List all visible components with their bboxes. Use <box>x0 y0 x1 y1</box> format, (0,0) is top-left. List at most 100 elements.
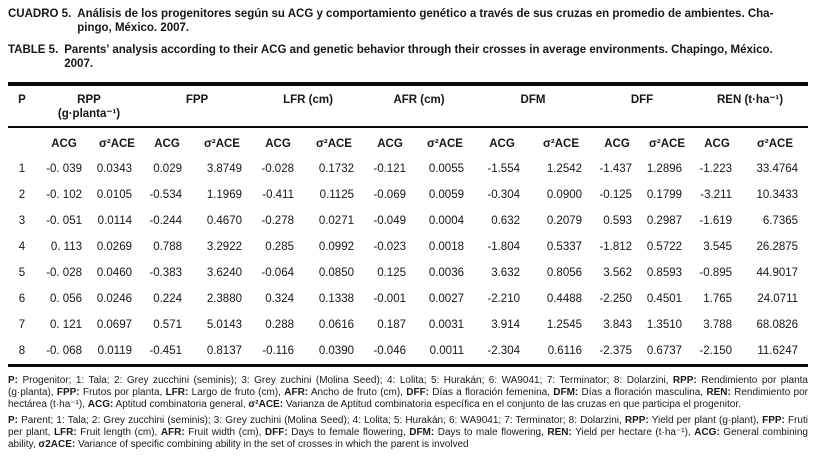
footnote-spanish: P: Progenitor; 1: Tala; 2: Grey zucchini… <box>8 375 808 410</box>
value-cell: -0.411 <box>262 189 294 201</box>
value-cell: -0.046 <box>373 345 406 357</box>
value-cell: -0.895 <box>699 267 733 279</box>
caption-spanish: CUADRO 5. Análisis de los progenitores s… <box>8 7 808 35</box>
value-cell: 0. 113 <box>50 241 82 253</box>
value-cell: -3.211 <box>700 189 733 201</box>
column-group-header: FPP <box>142 84 252 128</box>
table-row: 6 0. 056 0.0246 0.224 2.3880 0.324 0.1338 -0.00… <box>8 286 808 312</box>
value-cell: 0. 121 <box>50 319 82 331</box>
table-row: 1 -0. 039 0.0343 0.029 3.8749 -0.028 0.1732 -0.… <box>8 156 808 182</box>
column-group-header: AFR (cm) <box>364 84 474 128</box>
sub-header-cell: ACG <box>51 138 77 150</box>
caption-spanish-line2: pingo, México. 2007. <box>77 22 190 34</box>
value-cell: 0.0059 <box>428 189 464 201</box>
value-cell: 0.0697 <box>96 319 132 331</box>
sub-header-cell: ACG <box>489 138 515 150</box>
value-cell: 0.0850 <box>318 267 354 279</box>
value-cell: -0. 051 <box>46 215 82 227</box>
value-cell: 0.0031 <box>428 319 464 331</box>
value-cell: 0.0055 <box>428 163 464 175</box>
sub-header-cell: ACG <box>704 138 730 150</box>
value-cell: 0.2987 <box>646 215 683 227</box>
parent-id-cell: 8 <box>18 345 26 357</box>
table-body: 1 -0. 039 0.0343 0.029 3.8749 -0.028 0.1732 -0.… <box>8 156 808 366</box>
value-cell: 3.545 <box>703 241 733 253</box>
value-cell: -2.210 <box>487 293 520 305</box>
caption-english: TABLE 5. Parents' analysis according to … <box>8 43 808 71</box>
caption-english-text: Parents' analysis according to their ACG… <box>64 43 772 71</box>
value-cell: 0.0992 <box>318 241 354 253</box>
value-cell: 0.0018 <box>428 241 464 253</box>
parent-id-cell: 4 <box>18 241 26 253</box>
sub-header-cell: ACG <box>265 138 291 150</box>
value-cell: 0.4488 <box>546 293 583 305</box>
value-cell: -0.069 <box>373 189 406 201</box>
caption-english-line1: Parents' analysis according to their ACG… <box>64 44 773 56</box>
caption-spanish-text: Análisis de los progenitores según su AC… <box>77 7 773 35</box>
value-cell: 3.8749 <box>206 163 242 175</box>
parents-acg-table: P RPP (g·planta⁻¹) FPP LFR (cm) AFR (cm) DFM D… <box>8 82 809 367</box>
value-cell: 0.1732 <box>318 163 354 175</box>
value-cell: -0.064 <box>261 267 294 279</box>
value-cell: 3.843 <box>603 319 633 331</box>
value-cell: 0.0271 <box>318 215 354 227</box>
value-cell: 0.2079 <box>546 215 583 227</box>
value-cell: 0.324 <box>265 293 294 305</box>
value-cell: -0.001 <box>373 293 406 305</box>
value-cell: -1.812 <box>599 241 633 253</box>
table-row: 8 -0. 068 0.0119 -0.451 0.8137 -0.116 0.0390 -0… <box>8 338 808 366</box>
value-cell: 0.288 <box>265 319 294 331</box>
sub-header-spacer <box>8 127 36 156</box>
value-cell: 33.4764 <box>756 163 799 175</box>
value-cell: 0.125 <box>377 267 406 279</box>
value-cell: 0.0390 <box>318 345 354 357</box>
value-cell: -0.028 <box>261 163 294 175</box>
sub-header-cell: σ²ACE <box>99 138 135 150</box>
value-cell: 0.0269 <box>96 241 132 253</box>
value-cell: -0.121 <box>373 163 406 175</box>
parent-id-cell: 1 <box>18 163 26 175</box>
value-cell: 3.632 <box>491 267 520 279</box>
value-cell: 0.285 <box>265 241 294 253</box>
footnote-english: P: Parent; 1: Tala; 2: Grey zucchini (se… <box>8 415 808 450</box>
value-cell: 3.2922 <box>206 241 242 253</box>
value-cell: 0.632 <box>491 215 520 227</box>
value-cell: 0.0011 <box>429 345 464 357</box>
value-cell: 26.2875 <box>756 241 799 253</box>
value-cell: 0.0119 <box>97 345 132 357</box>
parent-column-header: P <box>8 84 36 128</box>
value-cell: -0. 102 <box>46 189 82 201</box>
sub-header-cell: σ²ACE <box>316 138 352 150</box>
value-cell: 0.0246 <box>96 293 132 305</box>
caption-spanish-label: CUADRO 5. <box>8 8 72 20</box>
sub-header-cell: ACG <box>377 138 403 150</box>
column-group-header: RPP (g·planta⁻¹) <box>36 84 142 128</box>
value-cell: 3.914 <box>491 319 520 331</box>
value-cell: 0.0460 <box>96 267 132 279</box>
value-cell: 0.5337 <box>546 241 583 253</box>
value-cell: 0.0343 <box>96 163 132 175</box>
value-cell: 0.0114 <box>97 215 132 227</box>
table-row: 3 -0. 051 0.0114 -0.244 0.4670 -0.278 0.0271 -0… <box>8 208 808 234</box>
value-cell: 1.2542 <box>546 163 583 175</box>
value-cell: 0.0900 <box>546 189 583 201</box>
sub-header-cell: σ²ACE <box>427 138 463 150</box>
sub-header-cell: σ²ACE <box>543 138 579 150</box>
column-group-header: REN (t·ha⁻¹) <box>692 84 809 128</box>
value-cell: -1.437 <box>599 163 633 175</box>
value-cell: 0.6737 <box>646 345 683 357</box>
value-cell: 3.562 <box>603 267 633 279</box>
sub-header-row: ACG σ²ACE ACG σ²ACE ACG σ²ACE ACG σ²ACE ACG σ²ACE… <box>8 127 808 156</box>
value-cell: 0.4501 <box>646 293 683 305</box>
value-cell: 0.1799 <box>646 189 683 201</box>
sub-header-cell: σ²ACE <box>757 138 794 150</box>
value-cell: 0. 056 <box>50 293 82 305</box>
value-cell: -1.619 <box>699 215 733 227</box>
value-cell: 1.2545 <box>546 319 583 331</box>
table-row: 4 0. 113 0.0269 0.788 3.2922 0.285 0.0992 -0.02… <box>8 234 808 260</box>
column-group-header: DFF <box>592 84 693 128</box>
value-cell: -0. 039 <box>46 163 82 175</box>
column-group-header: LFR (cm) <box>252 84 364 128</box>
value-cell: 68.0826 <box>756 319 799 331</box>
value-cell: 0.0616 <box>318 319 354 331</box>
